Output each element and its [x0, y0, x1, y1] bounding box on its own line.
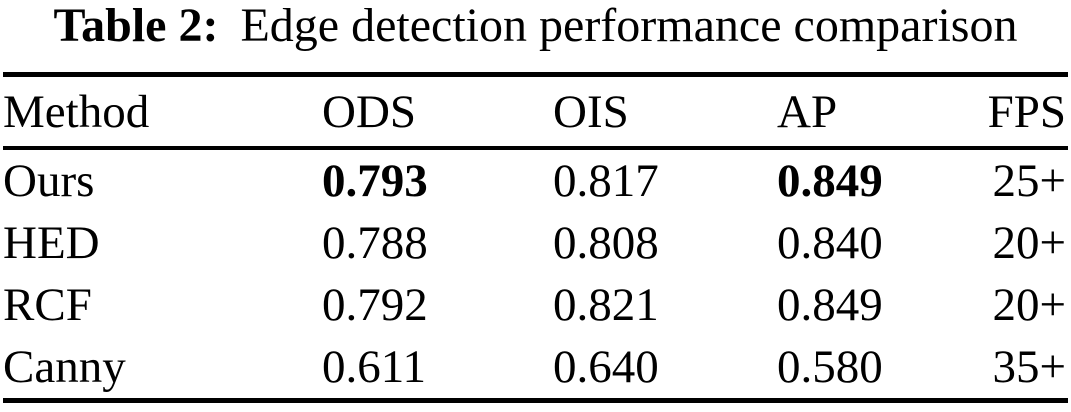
table-body: Ours 0.793 0.817 0.849 25+ HED 0.788 0.808 0.840…: [3, 148, 1068, 401]
method-cell: HED: [3, 217, 100, 269]
value-cell: 0.849: [777, 279, 883, 331]
value-cell: 20+: [992, 217, 1066, 269]
col-header-ap: AP: [777, 74, 985, 150]
col-header-ois: OIS: [553, 74, 777, 150]
caption-label: Table 2:: [53, 0, 219, 52]
table-row: HED 0.788 0.808 0.840 20+: [3, 212, 1068, 274]
col-header-ods: ODS: [322, 74, 553, 150]
results-table: Method ODS OIS AP FPS Ours 0.793 0.817 0.84…: [3, 72, 1068, 403]
value-cell: 0.580: [777, 341, 883, 393]
table-row: Ours 0.793 0.817 0.849 25+: [3, 148, 1068, 212]
value-cell: 0.808: [553, 217, 659, 269]
value-cell: 25+: [992, 155, 1066, 207]
col-header-method: Method: [3, 74, 322, 150]
table-header-row: Method ODS OIS AP FPS: [3, 74, 1068, 150]
col-header-fps: FPS: [985, 74, 1068, 150]
table-row: RCF 0.792 0.821 0.849 20+: [3, 274, 1068, 336]
value-cell: 35+: [992, 341, 1066, 393]
method-cell: Canny: [3, 341, 126, 393]
value-cell: 0.793: [322, 155, 428, 207]
value-cell: 0.817: [553, 155, 659, 207]
value-cell: 0.611: [322, 341, 427, 393]
value-cell: 0.640: [553, 341, 659, 393]
value-cell: 0.792: [322, 279, 428, 331]
value-cell: 20+: [992, 279, 1066, 331]
table-row: Canny 0.611 0.640 0.580 35+: [3, 336, 1068, 401]
method-cell: Ours: [3, 155, 95, 207]
value-cell: 0.788: [322, 217, 428, 269]
value-cell: 0.821: [553, 279, 659, 331]
value-cell: 0.849: [777, 155, 883, 207]
method-cell: RCF: [3, 279, 92, 331]
caption-text: Edge detection performance comparison: [240, 0, 1018, 52]
value-cell: 0.840: [777, 217, 883, 269]
table-caption: Table 2: Edge detection performance compa…: [0, 0, 1071, 52]
